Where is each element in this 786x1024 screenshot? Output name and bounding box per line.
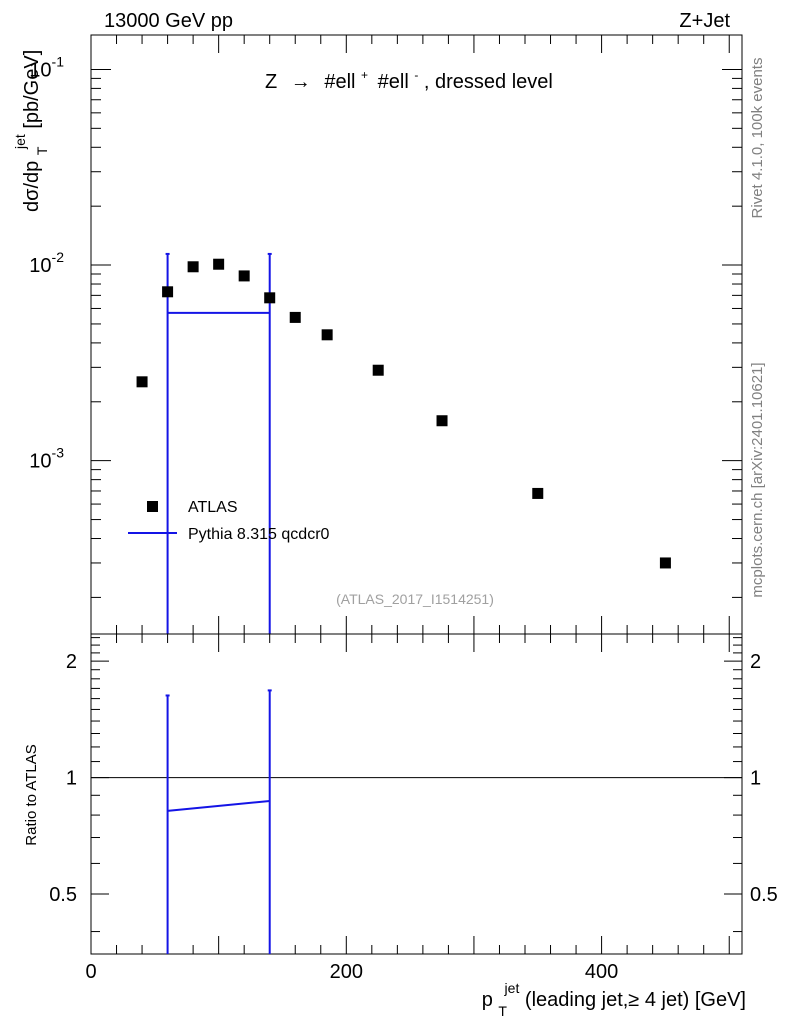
- main-ylabel: dσ/dp T jet [pb/GeV]: [8, 50, 52, 212]
- main-y-ticks: 10-1 10-2 10-3: [29, 53, 742, 598]
- legend-label-atlas: ATLAS: [188, 499, 238, 516]
- ylabel-sup: jet: [12, 134, 28, 150]
- xlabel-sub: T: [498, 1003, 507, 1019]
- data-points: [136, 258, 671, 569]
- ylabel-sub: T: [34, 146, 50, 155]
- atlas-data-point: [187, 261, 199, 273]
- title-arrow: →: [291, 71, 311, 93]
- title-ell-2: #ell: [378, 71, 409, 93]
- ratio-y-tick-label-left: 0.5: [49, 884, 77, 906]
- atlas-data-point: [321, 329, 333, 341]
- main-y-tick-label: 10-2: [29, 249, 64, 277]
- x-tick-label-200: 200: [330, 961, 363, 983]
- xlabel-main: p: [482, 989, 493, 1011]
- atlas-data-point: [372, 364, 384, 376]
- title-ell-1: #ell: [324, 71, 355, 93]
- ratio-y-tick-label-right: 1: [750, 768, 761, 790]
- atlas-data-point: [436, 415, 448, 427]
- x-axis-label: p T jet (leading jet,≥ 4 jet) [GeV]: [482, 976, 746, 1021]
- ratio-panel-frame: [90, 633, 743, 955]
- title-sup-1: +: [361, 68, 368, 82]
- xlabel-rest: (leading jet,≥ 4 jet) [GeV]: [525, 989, 746, 1011]
- ylabel-main: dσ/dp: [21, 161, 43, 212]
- main-y-tick-label: 10-3: [29, 445, 64, 473]
- ratio-y-tick-label-right: 0.5: [750, 884, 778, 906]
- ratio-y-tick-label-left: 1: [66, 768, 77, 790]
- atlas-data-point: [136, 376, 148, 388]
- x-tick-label-400: 400: [585, 961, 618, 983]
- main-y-tick-label: 10-1: [29, 53, 64, 81]
- ratio-ylabel: Ratio to ATLAS: [23, 744, 40, 845]
- atlas-data-point: [213, 258, 225, 270]
- atlas-data-point: [659, 557, 671, 569]
- title-z: Z: [265, 71, 277, 93]
- main-title: Z → #ell + #ell - , dressed level: [265, 62, 553, 93]
- title-rest: , dressed level: [424, 71, 553, 93]
- atlas-data-point: [289, 311, 301, 323]
- ratio-y-ticks: 2 2 1 1 0.5 0.5: [49, 637, 778, 933]
- ratio-y-tick-label-right: 2: [750, 651, 761, 673]
- x-tick-label-0: 0: [85, 961, 96, 983]
- ratio-series: [91, 689, 742, 954]
- atlas-data-point: [162, 286, 174, 298]
- ylabel-unit: [pb/GeV]: [21, 50, 43, 129]
- analysis-id: (ATLAS_2017_I1514251): [336, 591, 494, 607]
- mc-histogram: [165, 252, 272, 634]
- mcplots-label: mcplots.cern.ch [arXiv:2401.10621]: [749, 362, 766, 597]
- legend-label-pythia: Pythia 8.315 qcdcr0: [188, 526, 330, 543]
- legend-marker-atlas: [147, 501, 158, 512]
- xlabel-sup: jet: [504, 980, 520, 996]
- legend: ATLAS Pythia 8.315 qcdcr0: [128, 499, 330, 543]
- ratio-mc-line: [167, 799, 270, 812]
- header-left: 13000 GeV pp: [104, 10, 233, 32]
- ratio-y-tick-label-left: 2: [66, 651, 77, 673]
- atlas-data-point: [238, 270, 250, 282]
- header-right: Z+Jet: [679, 10, 730, 32]
- main-panel-frame: [90, 34, 743, 635]
- ratio-x-ticks: [90, 634, 730, 954]
- atlas-data-point: [264, 292, 276, 304]
- title-sup-2: -: [414, 68, 418, 82]
- rivet-label: Rivet 4.1.0, 100k events: [749, 58, 766, 219]
- atlas-data-point: [532, 487, 544, 499]
- main-x-ticks: [90, 35, 730, 634]
